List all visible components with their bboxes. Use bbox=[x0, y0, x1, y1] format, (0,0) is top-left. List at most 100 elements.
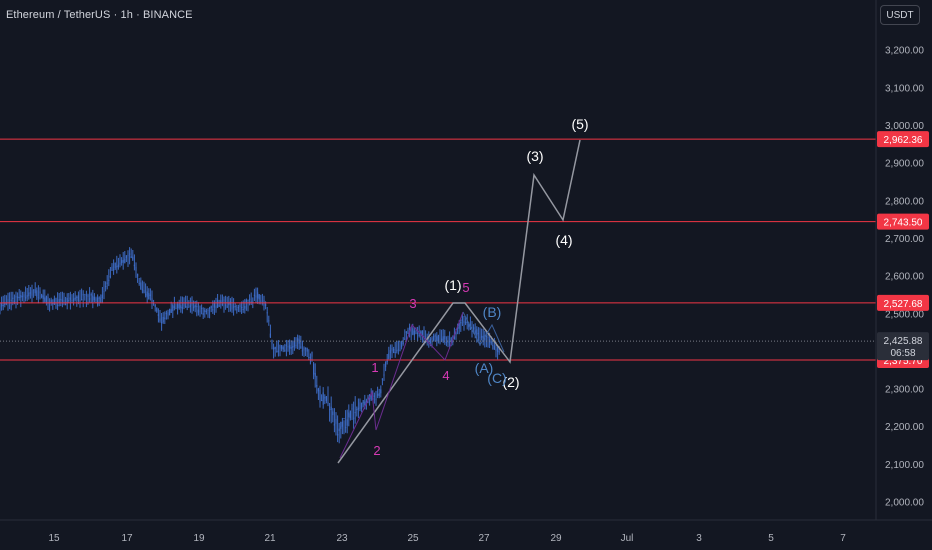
candle-body bbox=[52, 303, 54, 305]
wave-lines-layer bbox=[337, 139, 581, 464]
candle-body bbox=[93, 296, 95, 300]
candle-body bbox=[237, 306, 239, 309]
time-tick-label: 21 bbox=[264, 533, 276, 544]
candle-body bbox=[409, 326, 411, 330]
candle-body bbox=[261, 304, 263, 306]
time-tick-label: 7 bbox=[840, 533, 846, 544]
candle-body bbox=[103, 291, 105, 293]
candle-body bbox=[250, 301, 252, 303]
candle-body bbox=[130, 256, 132, 259]
candle-body bbox=[389, 350, 391, 354]
candle-body bbox=[308, 356, 310, 358]
candle-body bbox=[125, 255, 127, 259]
candle-body bbox=[487, 336, 489, 338]
price-tick-label: 2,000.00 bbox=[885, 498, 924, 509]
minor-wave-label: 2 bbox=[373, 443, 380, 458]
time-axis[interactable]: 15 17 19 21 23 25 27 29 Jul 3 5 7 bbox=[48, 533, 846, 544]
candle-body bbox=[282, 347, 284, 350]
candle-body bbox=[209, 307, 211, 309]
price-tick-label: 2,700.00 bbox=[885, 234, 924, 245]
candle-body bbox=[493, 346, 495, 350]
candle-body bbox=[300, 346, 302, 349]
minor-wave-label: 5 bbox=[462, 280, 469, 295]
candle-body bbox=[146, 291, 148, 297]
candle-body bbox=[95, 298, 97, 302]
candle-body bbox=[36, 290, 38, 297]
candle-body bbox=[298, 339, 300, 344]
candle-body bbox=[461, 316, 463, 321]
candle-body bbox=[85, 294, 87, 296]
candle-body bbox=[197, 309, 199, 313]
candle-body bbox=[236, 309, 238, 311]
candle-body bbox=[193, 306, 195, 309]
candle-body bbox=[429, 339, 431, 344]
candle-body bbox=[41, 294, 43, 298]
candle-body bbox=[322, 392, 324, 405]
candle-body bbox=[405, 331, 407, 333]
price-tick-label: 3,000.00 bbox=[885, 121, 924, 132]
candle-body bbox=[119, 262, 121, 265]
candle-body bbox=[181, 307, 183, 309]
candle-body bbox=[133, 264, 135, 267]
level-price-label: 2,743.50 bbox=[884, 218, 923, 229]
candle-body bbox=[420, 330, 422, 334]
candle-body bbox=[249, 298, 251, 300]
candle-body bbox=[109, 276, 111, 278]
candle-body bbox=[1, 303, 3, 307]
candle-body bbox=[20, 295, 22, 298]
candle-body bbox=[373, 395, 375, 397]
candle-body bbox=[386, 360, 388, 362]
symbol-title[interactable]: Ethereum / TetherUS · 1h · BINANCE bbox=[6, 9, 193, 21]
candle-body bbox=[114, 262, 116, 269]
candle-body bbox=[90, 294, 92, 296]
candle-body bbox=[220, 300, 222, 303]
candle-body bbox=[98, 297, 100, 299]
candle-body bbox=[12, 297, 14, 299]
candle-body bbox=[309, 357, 311, 359]
candle-body bbox=[121, 260, 123, 263]
minor-wave-line[interactable] bbox=[339, 311, 464, 459]
elliott-wave-projection-line[interactable] bbox=[337, 139, 581, 464]
candle-body bbox=[388, 353, 390, 360]
candle-body bbox=[313, 363, 315, 375]
candle-body bbox=[172, 304, 174, 312]
candle-body bbox=[482, 335, 484, 342]
candle-body bbox=[460, 321, 462, 324]
candle-body bbox=[148, 293, 150, 300]
candle-body bbox=[69, 297, 71, 300]
candle-body bbox=[207, 310, 209, 311]
candle-body bbox=[287, 345, 289, 348]
primary-wave-label: (1) bbox=[444, 277, 461, 293]
candle-body bbox=[340, 421, 342, 429]
candle-body bbox=[245, 300, 247, 303]
candle-body bbox=[60, 298, 62, 301]
candle-body bbox=[474, 330, 476, 334]
candle-body bbox=[268, 320, 270, 322]
candle-body bbox=[29, 292, 31, 294]
price-axis[interactable]: 3,200.00 3,100.00 3,000.00 2,900.00 2,800.00… bbox=[885, 46, 924, 509]
candle-body bbox=[265, 303, 267, 307]
candle-body bbox=[437, 334, 439, 342]
candle-body bbox=[63, 300, 65, 303]
candle-body bbox=[370, 395, 372, 401]
price-tick-label: 2,900.00 bbox=[885, 159, 924, 170]
price-tick-label: 2,600.00 bbox=[885, 272, 924, 283]
candle-body bbox=[180, 305, 182, 309]
candle-body bbox=[34, 289, 36, 294]
corrective-wave-line[interactable] bbox=[462, 311, 505, 353]
candle-body bbox=[253, 294, 255, 296]
candle-body bbox=[266, 312, 268, 314]
candle-body bbox=[301, 350, 303, 352]
candle-body bbox=[330, 406, 332, 410]
currency-button[interactable]: USDT bbox=[880, 5, 920, 25]
candle-body bbox=[285, 344, 287, 346]
candle-body bbox=[316, 384, 318, 387]
candle-body bbox=[113, 269, 115, 271]
candle-body bbox=[100, 297, 102, 304]
candle-body bbox=[205, 311, 207, 312]
candle-body bbox=[385, 361, 387, 368]
candle-body bbox=[359, 402, 361, 410]
candle-body bbox=[364, 401, 366, 406]
